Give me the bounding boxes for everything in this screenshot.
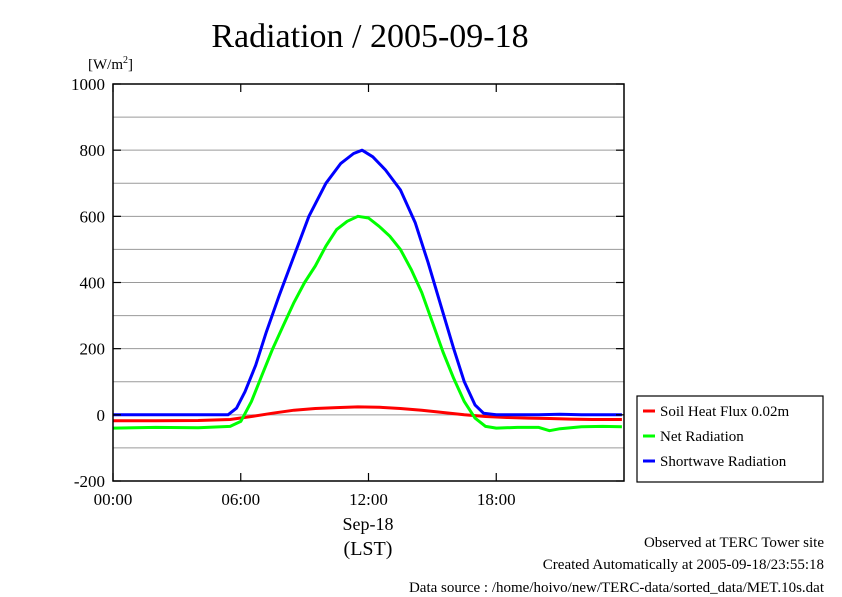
y-axis-label-superscript: 2 — [123, 55, 128, 66]
series-line — [112, 214, 622, 433]
y-tick-label: 0 — [97, 406, 106, 425]
y-tick-label: 200 — [80, 340, 106, 359]
y-tick-label: 800 — [80, 141, 106, 160]
legend: Soil Heat Flux 0.02m Net Radiation Shortwa… — [636, 395, 824, 483]
y-tick-label: 400 — [80, 274, 106, 293]
observed-note: Observed at TERC Tower site — [643, 535, 824, 551]
x-tick-label: 12:00 — [349, 490, 388, 509]
series-line — [113, 405, 622, 423]
y-tick-label: -200 — [74, 472, 105, 491]
x-axis-unit-label: (LST) — [344, 538, 393, 560]
x-tick-label: 06:00 — [221, 490, 260, 509]
chart-title: Radiation / 2005-09-18 — [211, 18, 528, 55]
x-axis-date-label: Sep-18 — [343, 514, 394, 534]
legend-label: Shortwave Radiation — [660, 454, 787, 470]
y-axis-label: [W/m2] — [88, 55, 133, 73]
legend-label: Soil Heat Flux 0.02m — [660, 404, 790, 420]
y-axis-label-suffix: ] — [128, 57, 133, 73]
y-tick-label: 600 — [80, 207, 106, 226]
x-tick-label: 00:00 — [94, 490, 133, 509]
x-tick-label: 18:00 — [477, 490, 516, 509]
legend-box — [636, 395, 824, 483]
axis-ticks: -200 0 200 400 600 800 1000 00:00 06:00 12:00 18:0… — [71, 75, 624, 509]
series-line — [113, 148, 622, 417]
data-source-note: Data source : /home/hoivo/new/TERC-data/… — [408, 580, 824, 596]
legend-label: Net Radiation — [660, 429, 744, 445]
y-axis-label-unit: [W/m — [88, 57, 123, 73]
created-note: Created Automatically at 2005-09-18/23:5… — [542, 557, 824, 573]
grid-lines — [113, 116, 624, 449]
series-lines — [112, 148, 622, 433]
y-tick-label: 1000 — [71, 75, 105, 94]
